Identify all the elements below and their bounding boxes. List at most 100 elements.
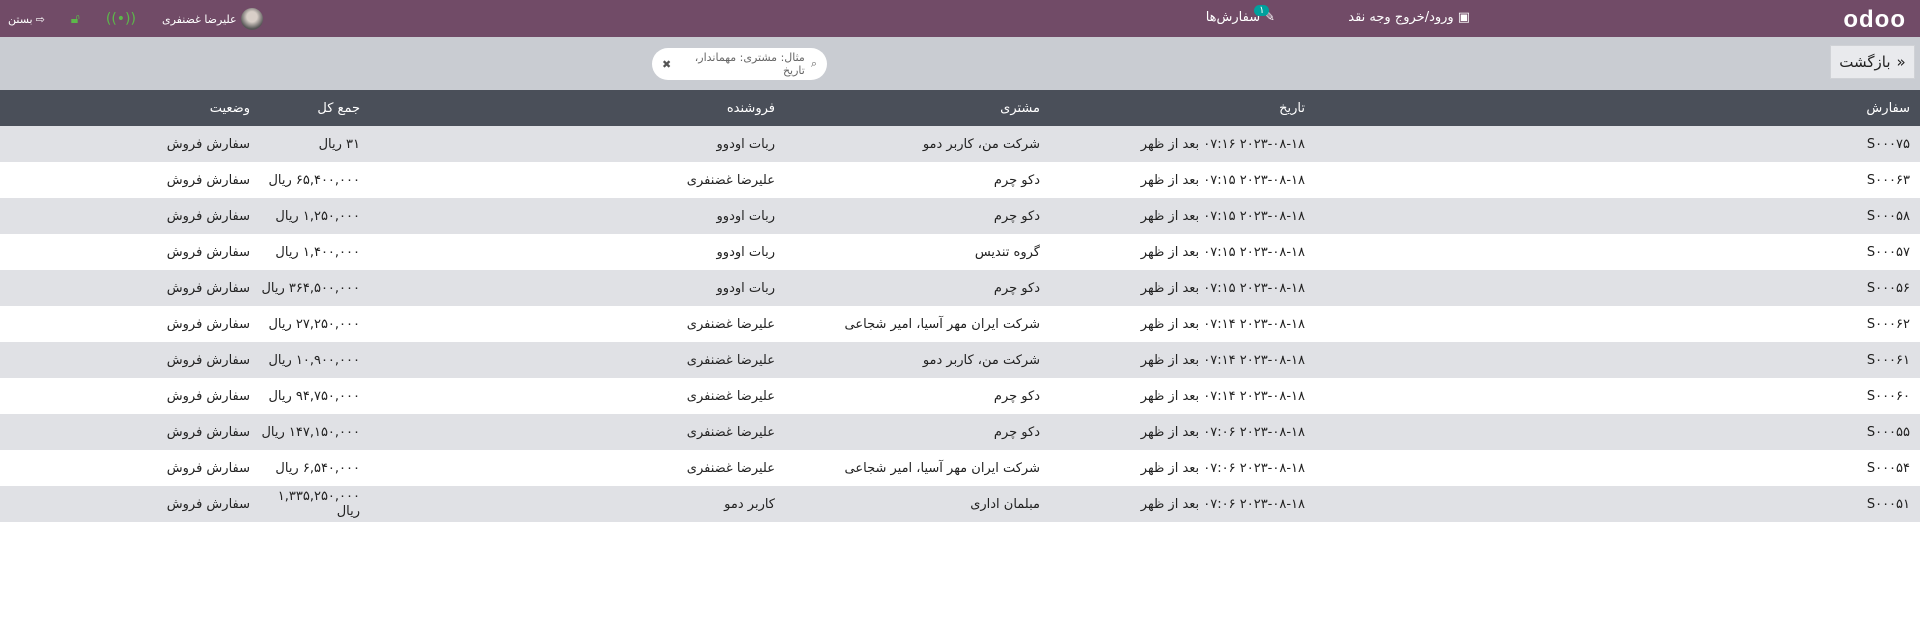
cell-customer: دکو چرم — [785, 378, 1050, 414]
cell-customer: شرکت ایران مهر آسیا، امیر شجاعی — [785, 306, 1050, 342]
cell-salesperson: علیرضا غضنفری — [370, 162, 785, 198]
cell-order: S۰۰۰۶۳ — [1315, 162, 1920, 198]
cell-salesperson: ربات اودوو — [370, 234, 785, 270]
unlock-icon[interactable]: 🔓︎ — [70, 11, 80, 27]
header-salesperson[interactable]: فروشنده — [370, 90, 785, 126]
cash-in-out-label: ورود/خروج وجه نقد — [1348, 10, 1454, 25]
table-row[interactable]: S۰۰۰۵۸ ۲۰۲۳-۰۸-۱۸ ۰۷:۱۵ بعد از ظهر دکو چرم… — [0, 198, 1920, 234]
header-date[interactable]: تاریخ — [1050, 90, 1315, 126]
cell-salesperson: علیرضا غضنفری — [370, 342, 785, 378]
cell-date: ۲۰۲۳-۰۸-۱۸ ۰۷:۱۴ بعد از ظهر — [1050, 306, 1315, 342]
cell-salesperson: ربات اودوو — [370, 126, 785, 162]
sign-out-icon: ⇨ — [35, 12, 45, 26]
cell-date: ۲۰۲۳-۰۸-۱۸ ۰۷:۰۶ بعد از ظهر — [1050, 450, 1315, 486]
cell-date: ۲۰۲۳-۰۸-۱۸ ۰۷:۱۴ بعد از ظهر — [1050, 342, 1315, 378]
table-row[interactable]: S۰۰۰۵۶ ۲۰۲۳-۰۸-۱۸ ۰۷:۱۵ بعد از ظهر دکو چرم… — [0, 270, 1920, 306]
cell-salesperson: علیرضا غضنفری — [370, 378, 785, 414]
table-row[interactable]: S۰۰۰۵۵ ۲۰۲۳-۰۸-۱۸ ۰۷:۰۶ بعد از ظهر دکو چرم… — [0, 414, 1920, 450]
table-row[interactable]: S۰۰۰۵۴ ۲۰۲۳-۰۸-۱۸ ۰۷:۰۶ بعد از ظهر شرکت ای… — [0, 450, 1920, 486]
orders-badge: ۱ — [1254, 5, 1270, 16]
cell-customer: شرکت ایران مهر آسیا، امیر شجاعی — [785, 450, 1050, 486]
table-row[interactable]: S۰۰۰۶۳ ۲۰۲۳-۰۸-۱۸ ۰۷:۱۵ بعد از ظهر دکو چرم… — [0, 162, 1920, 198]
cell-total: ۱,۳۳۵,۲۵۰,۰۰۰ ریال — [260, 486, 370, 522]
table-row[interactable]: S۰۰۰۷۵ ۲۰۲۳-۰۸-۱۸ ۰۷:۱۶ بعد از ظهر شرکت من… — [0, 126, 1920, 162]
cell-customer: شرکت من، کاربر دمو — [785, 126, 1050, 162]
cell-date: ۲۰۲۳-۰۸-۱۸ ۰۷:۰۶ بعد از ظهر — [1050, 486, 1315, 522]
cell-order: S۰۰۰۷۵ — [1315, 126, 1920, 162]
cell-status: سفارش فروش — [0, 414, 260, 450]
user-name: علیرضا غضنفری — [161, 12, 237, 26]
cell-total: ۳۶۴,۵۰۰,۰۰۰ ریال — [260, 270, 370, 306]
cell-salesperson: ربات اودوو — [370, 270, 785, 306]
header-order[interactable]: سفارش — [1315, 90, 1920, 126]
table-row[interactable]: S۰۰۰۶۲ ۲۰۲۳-۰۸-۱۸ ۰۷:۱۴ بعد از ظهر شرکت ای… — [0, 306, 1920, 342]
cell-date: ۲۰۲۳-۰۸-۱۸ ۰۷:۱۶ بعد از ظهر — [1050, 126, 1315, 162]
cell-date: ۲۰۲۳-۰۸-۱۸ ۰۷:۱۵ بعد از ظهر — [1050, 198, 1315, 234]
search-box[interactable]: ⌕ مثال: مشتری: مهماندار، تاریخ ✖ — [652, 48, 827, 80]
user-menu[interactable]: علیرضا غضنفری — [162, 8, 263, 30]
cell-order: S۰۰۰۵۴ — [1315, 450, 1920, 486]
cell-order: S۰۰۰۵۵ — [1315, 414, 1920, 450]
cell-status: سفارش فروش — [0, 162, 260, 198]
header-total[interactable]: جمع کل — [260, 90, 370, 126]
cell-salesperson: کاربر دمو — [370, 486, 785, 522]
orders-table: سفارش تاریخ مشتری فروشنده جمع کل وضعیت S… — [0, 90, 1920, 522]
cell-total: ۹۴,۷۵۰,۰۰۰ ریال — [260, 378, 370, 414]
cell-order: S۰۰۰۵۸ — [1315, 198, 1920, 234]
cell-date: ۲۰۲۳-۰۸-۱۸ ۰۷:۱۵ بعد از ظهر — [1050, 234, 1315, 270]
cell-status: سفارش فروش — [0, 234, 260, 270]
cell-order: S۰۰۰۶۲ — [1315, 306, 1920, 342]
cell-order: S۰۰۰۵۶ — [1315, 270, 1920, 306]
cell-status: سفارش فروش — [0, 450, 260, 486]
cell-status: سفارش فروش — [0, 270, 260, 306]
cell-order: S۰۰۰۵۱ — [1315, 486, 1920, 522]
close-button[interactable]: ⇨ بستن — [8, 13, 45, 26]
table-row[interactable]: S۰۰۰۶۰ ۲۰۲۳-۰۸-۱۸ ۰۷:۱۴ بعد از ظهر دکو چرم… — [0, 378, 1920, 414]
cell-customer: دکو چرم — [785, 414, 1050, 450]
cell-salesperson: علیرضا غضنفری — [370, 450, 785, 486]
table-header: سفارش تاریخ مشتری فروشنده جمع کل وضعیت — [0, 90, 1920, 126]
cell-customer: مبلمان اداری — [785, 486, 1050, 522]
cell-status: سفارش فروش — [0, 126, 260, 162]
cell-salesperson: علیرضا غضنفری — [370, 414, 785, 450]
cell-date: ۲۰۲۳-۰۸-۱۸ ۰۷:۱۴ بعد از ظهر — [1050, 378, 1315, 414]
cell-customer: گروه تندیس — [785, 234, 1050, 270]
cell-salesperson: ربات اودوو — [370, 198, 785, 234]
cell-status: سفارش فروش — [0, 198, 260, 234]
table-row[interactable]: S۰۰۰۵۷ ۲۰۲۳-۰۸-۱۸ ۰۷:۱۵ بعد از ظهر گروه تن… — [0, 234, 1920, 270]
header-status[interactable]: وضعیت — [0, 90, 260, 126]
cell-total: ۱,۲۵۰,۰۰۰ ریال — [260, 198, 370, 234]
cell-customer: دکو چرم — [785, 162, 1050, 198]
orders-label: سفارش‌ها — [1205, 10, 1261, 25]
odoo-logo: odoo — [1843, 6, 1906, 33]
cell-total: ۲۷,۲۵۰,۰۰۰ ریال — [260, 306, 370, 342]
cell-total: ۱,۴۰۰,۰۰۰ ریال — [260, 234, 370, 270]
cell-status: سفارش فروش — [0, 306, 260, 342]
header-customer[interactable]: مشتری — [785, 90, 1050, 126]
cell-status: سفارش فروش — [0, 486, 260, 522]
back-button[interactable]: « بازگشت — [1830, 45, 1915, 79]
search-icon: ⌕ — [810, 57, 817, 70]
close-label: بستن — [8, 12, 33, 26]
orders-button[interactable]: ✎ ۱ سفارش‌ها — [1205, 5, 1275, 25]
cell-salesperson: علیرضا غضنفری — [370, 306, 785, 342]
cell-customer: شرکت من، کاربر دمو — [785, 342, 1050, 378]
clear-search-icon[interactable]: ✖ — [662, 57, 672, 71]
cell-total: ۶,۵۴۰,۰۰۰ ریال — [260, 450, 370, 486]
cash-in-out-button[interactable]: ▣ ورود/خروج وجه نقد — [1348, 10, 1470, 25]
table-row[interactable]: S۰۰۰۶۱ ۲۰۲۳-۰۸-۱۸ ۰۷:۱۴ بعد از ظهر شرکت من… — [0, 342, 1920, 378]
cell-total: ۱۰,۹۰۰,۰۰۰ ریال — [260, 342, 370, 378]
avatar — [240, 8, 263, 30]
cell-status: سفارش فروش — [0, 342, 260, 378]
cell-total: ۳۱ ریال — [260, 126, 370, 162]
pencil-icon: ✎ ۱ — [1254, 5, 1275, 25]
back-label: بازگشت — [1839, 53, 1891, 71]
cell-date: ۲۰۲۳-۰۸-۱۸ ۰۷:۱۵ بعد از ظهر — [1050, 270, 1315, 306]
wifi-icon: ((•)) — [105, 11, 136, 27]
cell-total: ۶۵,۴۰۰,۰۰۰ ریال — [260, 162, 370, 198]
table-row[interactable]: S۰۰۰۵۱ ۲۰۲۳-۰۸-۱۸ ۰۷:۰۶ بعد از ظهر مبلمان … — [0, 486, 1920, 522]
double-chevron-icon: « — [1896, 53, 1906, 71]
search-input[interactable]: مثال: مشتری: مهماندار، تاریخ — [694, 51, 805, 77]
cell-status: سفارش فروش — [0, 378, 260, 414]
top-navbar: odoo ▣ ورود/خروج وجه نقد ✎ ۱ سفارش‌ها علی… — [0, 0, 1920, 37]
